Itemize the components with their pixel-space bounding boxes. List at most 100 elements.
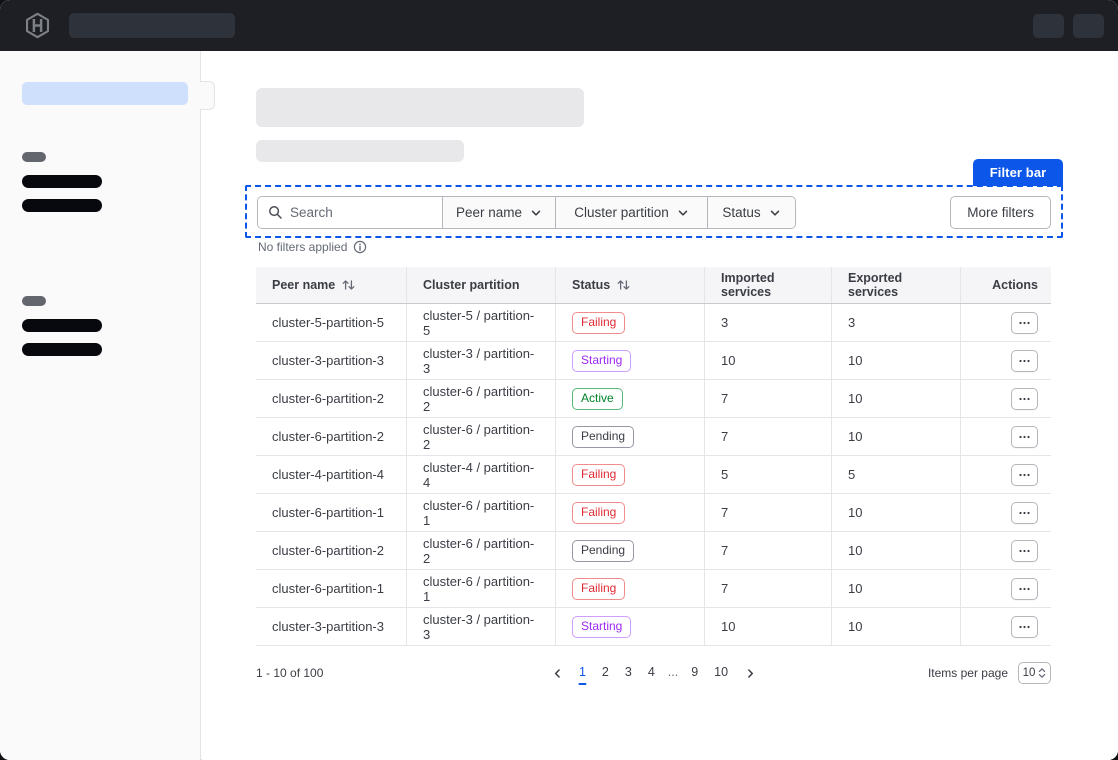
sidebar (0, 51, 201, 760)
column-header-peer-name[interactable]: Peer name (256, 267, 407, 303)
more-filters-button[interactable]: More filters (950, 196, 1051, 229)
pagination-page-4[interactable]: 4 (647, 665, 655, 679)
filters-applied-text: No filters applied (258, 240, 348, 254)
peers-table: Peer name Cluster partition Status (256, 267, 1051, 646)
hashicorp-logo-icon[interactable] (23, 11, 52, 40)
ellipsis-icon (1019, 397, 1030, 401)
sidebar-item-skeleton (22, 175, 102, 188)
pagination-prev-button[interactable] (545, 664, 569, 683)
cell-exported-services: 10 (832, 418, 961, 455)
filter-dropdown-peer-name[interactable]: Peer name (442, 197, 555, 228)
cell-peer-name: cluster-6-partition-1 (256, 570, 407, 607)
ellipsis-icon (1019, 511, 1030, 515)
status-badge: Pending (572, 539, 635, 562)
sidebar-item-skeleton (22, 319, 102, 332)
cell-status: Starting (556, 608, 705, 645)
cell-status: Failing (556, 570, 705, 607)
cell-actions (961, 608, 1051, 645)
row-actions-button[interactable] (1011, 577, 1038, 600)
cell-exported-services: 10 (832, 570, 961, 607)
ellipsis-icon (1019, 625, 1030, 629)
pagination-page-9[interactable]: 9 (691, 665, 699, 679)
ellipsis-icon (1019, 587, 1030, 591)
table-row: cluster-3-partition-3 cluster-3 / partit… (256, 342, 1051, 380)
top-nav (0, 0, 1118, 51)
table-row: cluster-6-partition-2 cluster-6 / partit… (256, 380, 1051, 418)
cell-imported-services: 7 (705, 380, 832, 417)
cell-actions (961, 380, 1051, 417)
column-header-actions: Actions (992, 278, 1038, 292)
cell-status: Active (556, 380, 705, 417)
pagination-page-2[interactable]: 2 (601, 665, 609, 679)
filter-bar-annotation-outline (245, 185, 1063, 238)
dropdown-label: Peer name (455, 205, 523, 220)
search-input[interactable] (290, 205, 432, 220)
cell-imported-services: 7 (705, 532, 832, 569)
cell-peer-name: cluster-3-partition-3 (256, 342, 407, 379)
dropdown-label: Cluster partition (574, 205, 669, 220)
row-actions-button[interactable] (1011, 539, 1038, 562)
sidebar-toggle-handle[interactable] (200, 81, 215, 110)
ellipsis-icon (1019, 549, 1030, 553)
status-badge: Failing (572, 311, 626, 334)
cell-cluster-partition: cluster-6 / partition-1 (407, 570, 556, 607)
status-badge: Pending (572, 425, 635, 448)
pagination-page-10[interactable]: 10 (714, 665, 729, 679)
row-actions-button[interactable] (1011, 425, 1038, 448)
cell-imported-services: 7 (705, 570, 832, 607)
row-actions-button[interactable] (1011, 463, 1038, 486)
ellipsis-icon (1019, 321, 1030, 325)
cell-exported-services: 10 (832, 380, 961, 417)
pagination-next-button[interactable] (738, 664, 762, 683)
cell-cluster-partition: cluster-5 / partition-5 (407, 304, 556, 341)
page-title-skeleton (256, 88, 584, 127)
table-row: cluster-6-partition-1 cluster-6 / partit… (256, 570, 1051, 608)
cell-status: Failing (556, 494, 705, 531)
cell-imported-services: 10 (705, 342, 832, 379)
cell-status: Pending (556, 418, 705, 455)
status-badge: Failing (572, 463, 626, 486)
column-header-cluster-partition: Cluster partition (407, 267, 556, 303)
items-per-page: Items per page 10 (928, 662, 1051, 684)
pagination-page-1[interactable]: 1 (571, 662, 594, 685)
row-actions-button[interactable] (1011, 311, 1038, 334)
items-per-page-select[interactable]: 10 (1018, 662, 1051, 684)
info-icon[interactable] (353, 240, 367, 254)
cell-peer-name: cluster-6-partition-2 (256, 380, 407, 417)
cell-exported-services: 5 (832, 456, 961, 493)
cell-status: Failing (556, 456, 705, 493)
filter-bar: Peer name Cluster partition Status (257, 196, 1051, 229)
filter-dropdown-status[interactable]: Status (707, 197, 795, 228)
cell-actions (961, 342, 1051, 379)
cell-actions (961, 494, 1051, 531)
nav-action-skeleton-2 (1073, 13, 1104, 38)
cell-cluster-partition: cluster-3 / partition-3 (407, 608, 556, 645)
status-badge: Starting (572, 349, 632, 372)
pagination-page-3[interactable]: 3 (624, 665, 632, 679)
cell-cluster-partition: cluster-6 / partition-2 (407, 380, 556, 417)
sort-icon (617, 279, 630, 291)
table-row: cluster-6-partition-2 cluster-6 / partit… (256, 532, 1051, 570)
chevron-down-icon (530, 207, 542, 219)
filter-dropdown-cluster-partition[interactable]: Cluster partition (555, 197, 707, 228)
ellipsis-icon (1019, 473, 1030, 477)
row-actions-button[interactable] (1011, 615, 1038, 638)
pagination-pages: 1 2 3 4... 9 10 (571, 662, 736, 685)
sidebar-section-label-skeleton-2 (22, 296, 46, 306)
cell-imported-services: 10 (705, 608, 832, 645)
cell-imported-services: 7 (705, 418, 832, 455)
search-box[interactable] (258, 197, 442, 228)
ellipsis-icon (1019, 435, 1030, 439)
cell-cluster-partition: cluster-4 / partition-4 (407, 456, 556, 493)
pager: 1 2 3 4... 9 10 (545, 662, 762, 685)
cell-peer-name: cluster-6-partition-2 (256, 418, 407, 455)
row-actions-button[interactable] (1011, 387, 1038, 410)
row-actions-button[interactable] (1011, 501, 1038, 524)
column-header-status[interactable]: Status (556, 267, 705, 303)
cell-peer-name: cluster-6-partition-2 (256, 532, 407, 569)
table-header: Peer name Cluster partition Status (256, 267, 1051, 304)
row-actions-button[interactable] (1011, 349, 1038, 372)
dropdown-label: Status (722, 205, 761, 220)
table-row: cluster-3-partition-3 cluster-3 / partit… (256, 608, 1051, 646)
cell-actions (961, 532, 1051, 569)
